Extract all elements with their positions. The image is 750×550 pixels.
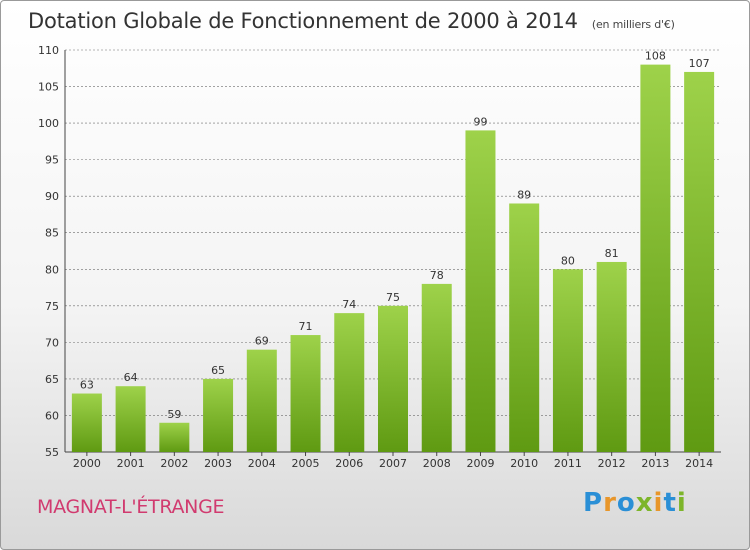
proxiti-logo: Proxiti: [583, 488, 687, 518]
bar: [334, 313, 365, 452]
bar-value-label: 80: [561, 254, 575, 267]
x-tick-label: 2007: [379, 457, 407, 470]
chart-title-text: Dotation Globale de Fonctionnement de 20…: [28, 9, 578, 33]
y-tick-label: 90: [45, 190, 59, 203]
bar: [246, 349, 277, 452]
bar: [684, 71, 715, 452]
bar-value-label: 65: [211, 364, 225, 377]
x-tick-label: 2006: [335, 457, 363, 470]
bar-value-label: 89: [517, 188, 531, 201]
y-tick-label: 110: [38, 44, 59, 57]
y-tick-label: 100: [38, 117, 59, 130]
logo-letter: o: [616, 488, 636, 518]
x-tick-label: 2005: [292, 457, 320, 470]
bar: [552, 269, 583, 452]
town-name: MAGNAT-L'ÉTRANGE: [37, 496, 225, 518]
bar: [203, 378, 234, 452]
bar-value-label: 63: [80, 379, 94, 392]
x-tick-label: 2014: [685, 457, 713, 470]
y-tick-label: 60: [45, 409, 59, 422]
bar-value-label: 75: [386, 291, 400, 304]
y-tick-label: 85: [45, 227, 59, 240]
bar-value-label: 71: [299, 320, 313, 333]
chart-subtitle: (en milliers d'€): [591, 18, 675, 31]
bar: [71, 393, 102, 452]
bar: [509, 203, 540, 452]
x-tick-label: 2008: [423, 457, 451, 470]
x-tick-label: 2003: [204, 457, 232, 470]
bar-value-label: 107: [689, 57, 710, 70]
bar-value-label: 99: [473, 115, 487, 128]
bar-value-label: 69: [255, 335, 269, 348]
bar: [378, 305, 408, 452]
logo-letter: P: [583, 488, 604, 518]
x-tick-label: 2009: [466, 457, 494, 470]
x-tick-label: 2011: [554, 457, 582, 470]
bar: [290, 335, 321, 452]
bar: [465, 130, 496, 452]
y-tick-label: 105: [38, 81, 59, 94]
x-tick-label: 2001: [117, 457, 145, 470]
bar: [596, 261, 627, 452]
bar-value-label: 78: [430, 269, 444, 282]
logo-letter: i: [676, 488, 687, 518]
bar: [159, 422, 190, 452]
bar-value-label: 64: [124, 371, 138, 384]
bar: [115, 386, 146, 452]
x-tick-label: 2002: [160, 457, 188, 470]
y-tick-label: 55: [45, 446, 59, 459]
bar-value-label: 74: [342, 298, 356, 311]
bar-value-label: 81: [605, 247, 619, 260]
logo-letter: r: [603, 488, 617, 518]
y-tick-label: 65: [45, 373, 59, 386]
x-tick-label: 2013: [641, 457, 669, 470]
x-tick-label: 2012: [598, 457, 626, 470]
bar-value-label: 108: [645, 50, 666, 63]
y-tick-label: 70: [45, 336, 59, 349]
x-tick-label: 2000: [73, 457, 101, 470]
y-tick-label: 75: [45, 300, 59, 313]
chart-title: Dotation Globale de Fonctionnement de 20…: [28, 9, 675, 33]
logo-letter: t: [663, 488, 677, 518]
logo-letter: i: [653, 488, 664, 518]
logo-letter: x: [635, 488, 654, 518]
y-tick-label: 95: [45, 154, 59, 167]
bar: [421, 283, 452, 452]
bar: [640, 64, 671, 453]
bar-value-label: 59: [167, 408, 181, 421]
y-tick-label: 80: [45, 263, 59, 276]
x-tick-label: 2004: [248, 457, 276, 470]
x-tick-label: 2010: [510, 457, 538, 470]
